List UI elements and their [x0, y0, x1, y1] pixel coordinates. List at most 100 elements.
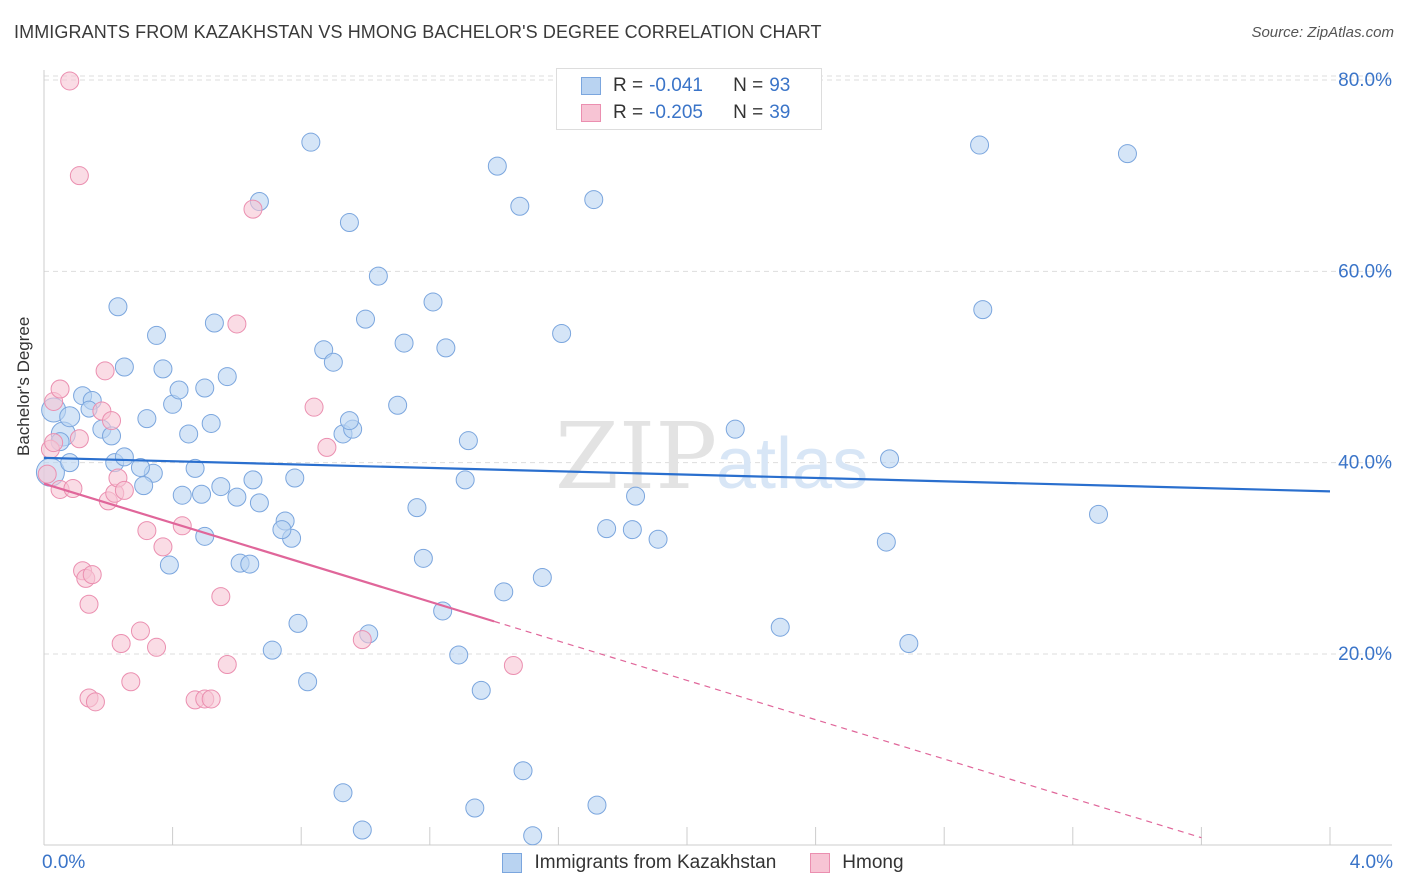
kazakhstan-point	[243, 470, 263, 490]
watermark-atlas: atlas	[716, 424, 868, 504]
legend-r-label: R =	[613, 75, 644, 96]
hmong-point	[114, 480, 134, 500]
kazakhstan-point	[487, 156, 507, 176]
hmong-point	[102, 411, 122, 431]
hmong-trend-extension	[493, 620, 1202, 839]
hmong-point	[130, 621, 150, 641]
chart-title: IMMIGRANTS FROM KAZAKHSTAN VS HMONG BACH…	[14, 22, 822, 42]
y-tick-label: 60.0%	[1338, 261, 1392, 282]
hmong-point	[95, 361, 115, 381]
kazakhstan-point	[137, 409, 157, 429]
legend-r-label: R =	[613, 102, 644, 123]
kazakhstan-point	[172, 485, 192, 505]
series-hmong-points	[37, 71, 523, 712]
kazakhstan-point	[423, 292, 443, 312]
kazakhstan-point	[876, 532, 896, 552]
kazakhstan-point	[587, 795, 607, 815]
kazakhstan-point	[179, 424, 199, 444]
legend-r-value: -0.205	[649, 102, 703, 123]
legend-n-value: 93	[769, 75, 791, 96]
kazakhstan-point	[388, 395, 408, 415]
kazakhstan-point	[249, 493, 269, 513]
hmong-point	[37, 464, 57, 484]
series-legend: Immigrants from Kazakhstan Hmong	[0, 852, 1406, 874]
kazakhstan-point	[195, 378, 215, 398]
kazakhstan-point	[523, 826, 543, 846]
hmong-point	[82, 565, 102, 585]
hmong-point	[227, 314, 247, 334]
kazakhstan-point	[323, 352, 343, 372]
kazakhstan-point	[192, 484, 212, 504]
kazakhstan-point	[352, 820, 372, 840]
legend-row-kazakhstan: R = -0.041 N = 93	[581, 73, 790, 99]
kazakhstan-point	[147, 325, 167, 345]
series-legend-hmong[interactable]: Hmong	[810, 852, 904, 874]
legend-row-hmong: R = -0.205 N = 39	[581, 100, 790, 126]
kazakhstan-point	[153, 359, 173, 379]
kazakhstan-point	[211, 477, 231, 497]
series-legend-label: Hmong	[842, 852, 904, 873]
hmong-point	[60, 71, 80, 91]
series-legend-kazakhstan[interactable]: Immigrants from Kazakhstan	[502, 852, 776, 874]
kazakhstan-point	[725, 419, 745, 439]
kazakhstan-point	[298, 672, 318, 692]
axes	[43, 70, 1392, 846]
hmong-point	[317, 437, 337, 457]
kazakhstan-point	[114, 357, 134, 377]
hmong-point	[503, 655, 523, 675]
hmong-point	[304, 397, 324, 417]
kazakhstan-point	[597, 519, 617, 539]
kazakhstan-point	[471, 680, 491, 700]
kazakhstan-point	[262, 640, 282, 660]
kazakhstan-point	[60, 453, 80, 473]
series-swatch-blue	[502, 853, 523, 873]
kazakhstan-point	[169, 380, 189, 400]
kazakhstan-point	[899, 633, 919, 653]
kazakhstan-point	[368, 266, 388, 286]
kazakhstan-point	[288, 613, 308, 633]
kazakhstan-point	[339, 213, 359, 233]
kazakhstan-point	[413, 548, 433, 568]
y-tick-label: 40.0%	[1338, 453, 1392, 474]
hmong-point	[44, 433, 64, 453]
hmong-point	[50, 379, 70, 399]
kazakhstan-point	[407, 498, 427, 518]
legend-n-label: N =	[733, 75, 764, 96]
kazakhstan-point	[356, 309, 375, 329]
kazakhstan-point	[626, 486, 646, 506]
y-tick-label: 20.0%	[1338, 644, 1392, 665]
series-kazakhstan-points	[35, 132, 1137, 846]
hmong-point	[153, 537, 173, 557]
kazakhstan-point	[301, 132, 321, 152]
kazakhstan-point	[185, 458, 205, 478]
hmong-point	[85, 692, 105, 712]
kazakhstan-point	[59, 406, 81, 428]
kazakhstan-point	[510, 196, 530, 216]
hmong-point	[79, 594, 99, 614]
kazakhstan-point	[552, 324, 572, 344]
kazakhstan-point	[436, 338, 456, 358]
watermark: ZIP atlas	[555, 403, 868, 510]
hmong-point	[137, 521, 157, 541]
hmong-point	[243, 199, 263, 219]
hmong-point	[147, 637, 167, 657]
series-legend-label: Immigrants from Kazakhstan	[534, 852, 777, 873]
kazakhstan-point	[1089, 504, 1109, 524]
hmong-point	[69, 429, 89, 449]
kazakhstan-point	[584, 190, 604, 210]
kazakhstan-point	[240, 554, 260, 574]
kazakhstan-point	[455, 470, 475, 490]
kazakhstan-point	[770, 617, 790, 637]
x-tick-max: 4.0%	[1349, 852, 1393, 873]
kazakhstan-point	[513, 761, 533, 781]
source-label: Source: ZipAtlas.com	[1251, 24, 1394, 41]
kazakhstan-point	[1117, 144, 1137, 164]
legend-n-label: N =	[733, 102, 764, 123]
hmong-point	[201, 689, 221, 709]
stats-legend: R = -0.041 N = 93 R = -0.205 N = 39	[556, 68, 822, 130]
y-axis-label: Bachelor's Degree	[14, 316, 33, 456]
kazakhstan-point	[201, 413, 221, 433]
kazakhstan-point	[465, 798, 485, 818]
trend-lines	[43, 456, 1331, 839]
